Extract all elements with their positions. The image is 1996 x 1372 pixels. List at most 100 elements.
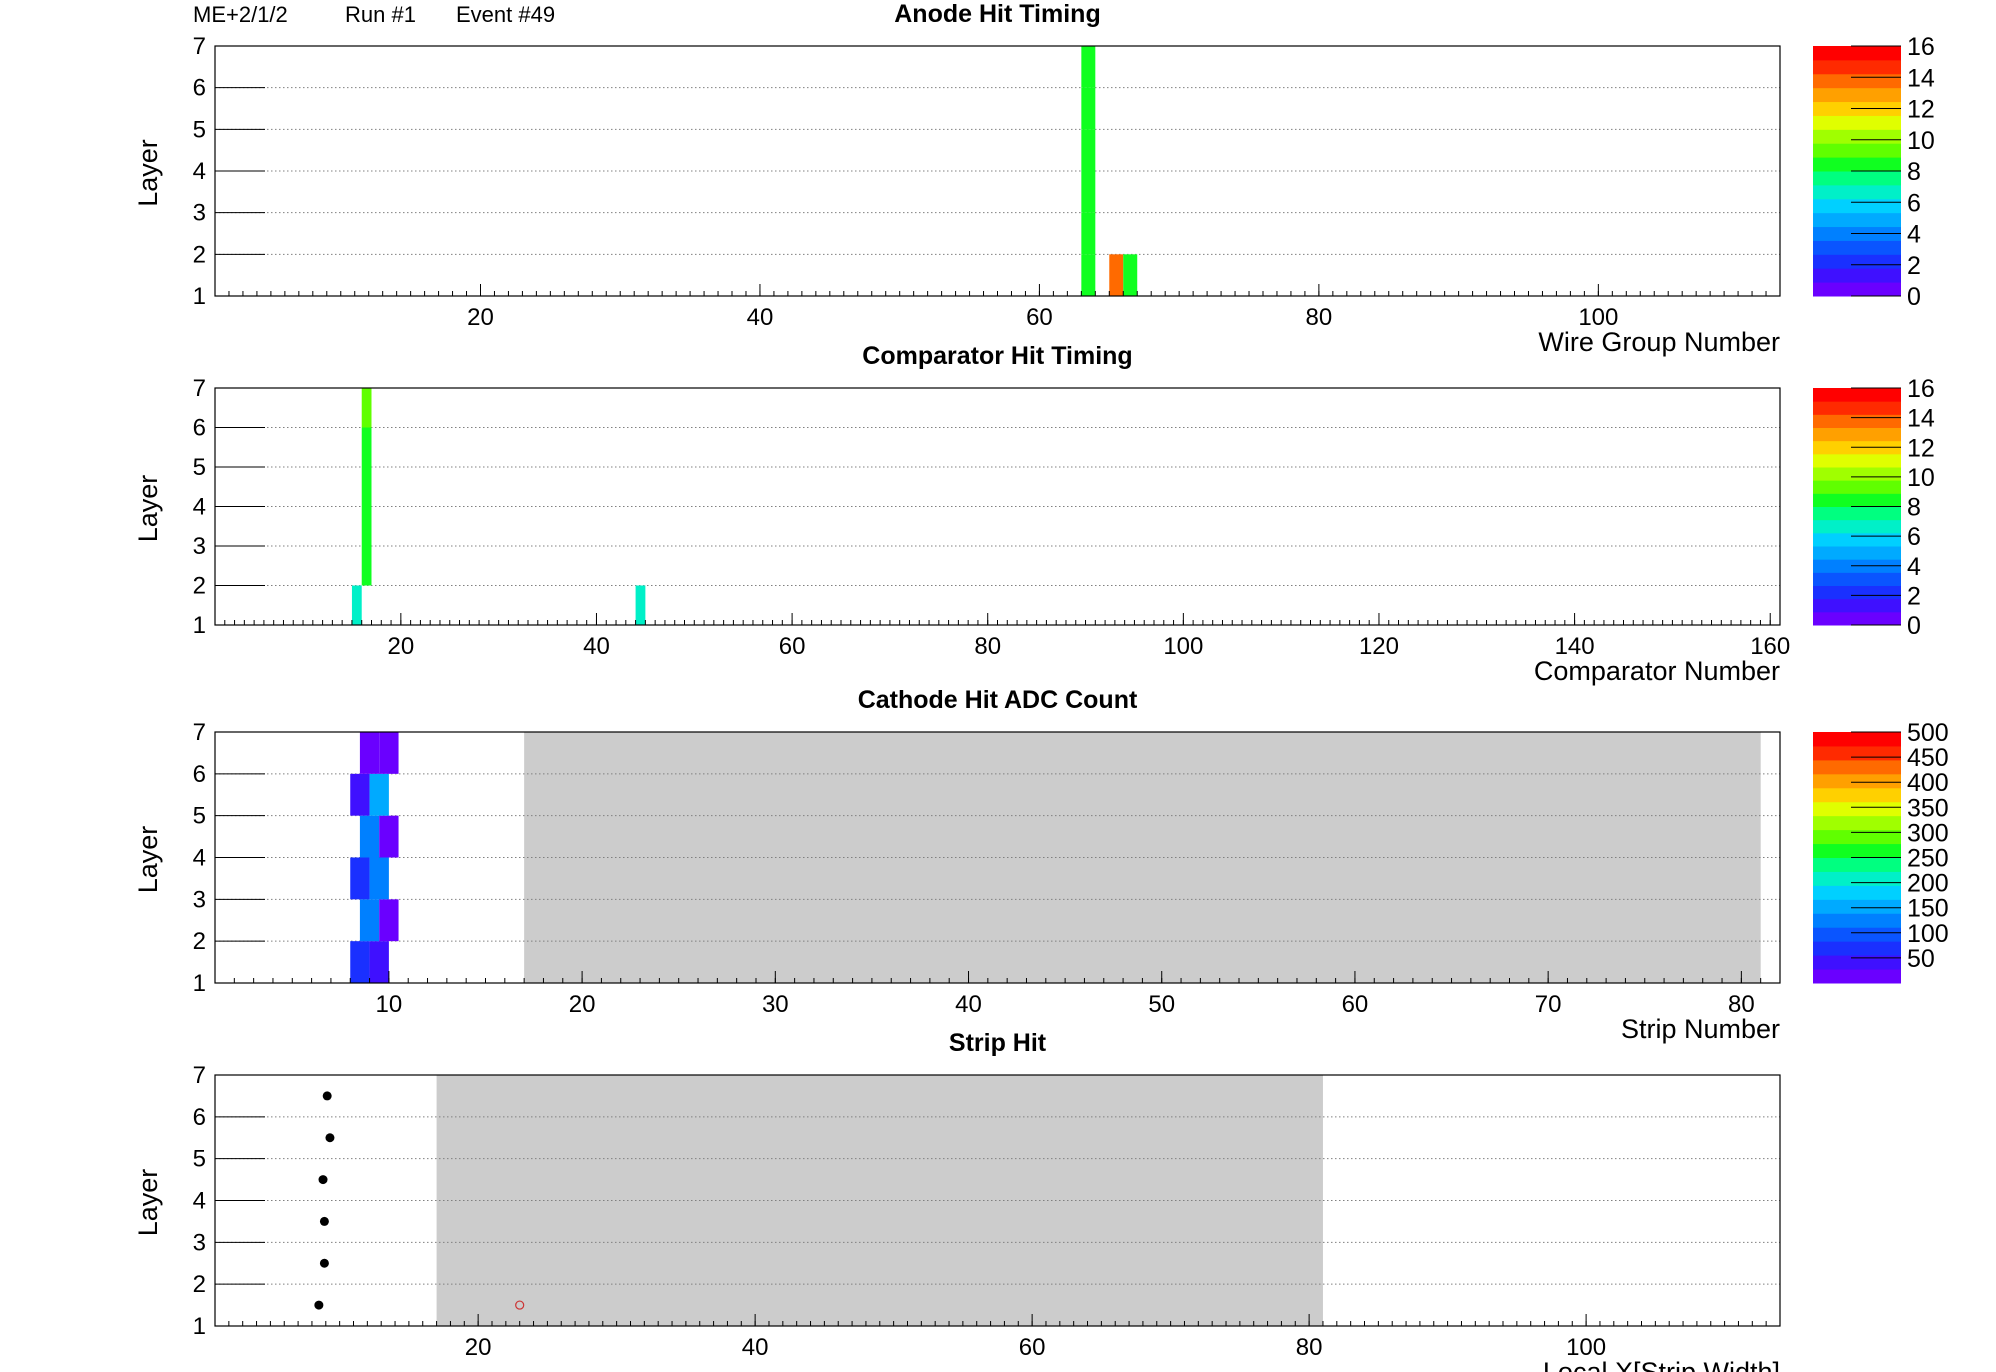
y-tick-label: 3 [193, 200, 206, 227]
x-tick-label: 80 [1728, 991, 1755, 1018]
colorbar-segment [1813, 282, 1901, 297]
colorbar-tick-label: 14 [1907, 405, 1935, 433]
colorbar-segment [1813, 611, 1901, 626]
y-tick-label: 7 [193, 375, 206, 402]
colorbar-segment [1813, 87, 1901, 103]
colorbar-tick-label: 150 [1907, 895, 1949, 923]
chart-title: Anode Hit Timing [894, 0, 1100, 28]
colorbar-segment [1813, 913, 1901, 928]
colorbar-tick-label: 100 [1907, 920, 1949, 948]
event-label: Event #49 [456, 2, 556, 27]
colorbar-segment [1813, 184, 1901, 200]
x-tick-label: 10 [376, 991, 403, 1018]
colorbar-tick-label: 8 [1907, 158, 1921, 186]
colorbar-segment [1813, 493, 1901, 507]
strip-hit-point [318, 1175, 328, 1185]
y-tick-label: 1 [193, 283, 206, 310]
colorbar-segment [1813, 857, 1901, 872]
colorbar-segment [1813, 572, 1901, 586]
colorbar-segment [1813, 829, 1901, 845]
heatmap-cell [1081, 212, 1096, 255]
x-tick-label: 40 [742, 1334, 769, 1361]
colorbar-tick-label: 12 [1907, 434, 1935, 462]
colorbar-tick-label: 2 [1907, 582, 1921, 610]
colorbar-segment [1813, 143, 1901, 158]
colorbar-segment [1813, 732, 1901, 747]
colorbar-segment [1813, 268, 1901, 283]
x-tick-label: 70 [1535, 991, 1562, 1018]
colorbar-segment [1813, 585, 1901, 600]
colorbar-segment [1813, 815, 1901, 831]
colorbar-segment [1813, 745, 1901, 761]
x-axis-label: Local X[Strip Width] [1543, 1357, 1780, 1372]
y-tick-label: 5 [193, 116, 206, 143]
colorbar-segment [1813, 801, 1901, 817]
x-tick-label: 60 [1019, 1334, 1046, 1361]
y-tick-label: 3 [193, 1229, 206, 1256]
heatmap-cell [361, 427, 372, 467]
colorbar-tick-label: 0 [1907, 612, 1921, 640]
heatmap-cell [1081, 46, 1096, 88]
x-tick-label: 20 [387, 633, 414, 660]
y-tick-label: 5 [193, 803, 206, 830]
heatmap-cell [350, 857, 370, 900]
colorbar-segment [1813, 519, 1901, 534]
x-tick-label: 20 [465, 1334, 492, 1361]
x-tick-label: 140 [1555, 633, 1595, 660]
y-tick-label: 4 [193, 845, 206, 872]
colorbar-segment [1813, 157, 1901, 172]
colorbar-tick-label: 2 [1907, 252, 1921, 280]
y-tick-label: 1 [193, 970, 206, 997]
colorbar-tick-label: 16 [1907, 33, 1935, 61]
colorbar-segment [1813, 212, 1901, 228]
x-tick-label: 100 [1566, 1334, 1606, 1361]
heatmap-cell [369, 857, 389, 900]
heatmap-cell [359, 815, 380, 858]
y-tick-label: 3 [193, 886, 206, 913]
x-axis-label: Wire Group Number [1538, 327, 1780, 357]
x-tick-label: 40 [747, 304, 774, 331]
x-tick-label: 40 [955, 991, 982, 1018]
colorbar-segment [1813, 885, 1901, 900]
heatmap-cell [379, 899, 399, 942]
x-tick-label: 100 [1163, 633, 1203, 660]
colorbar-segment [1813, 198, 1901, 214]
heatmap-cell [369, 941, 389, 983]
heatmap-cell [379, 732, 399, 774]
colorbar-tick-label: 500 [1907, 719, 1949, 747]
x-tick-label: 80 [1306, 304, 1333, 331]
x-tick-label: 80 [1296, 1334, 1323, 1361]
y-tick-label: 7 [193, 719, 206, 746]
colorbar-segment [1813, 546, 1901, 560]
y-tick-label: 7 [193, 33, 206, 60]
x-tick-label: 60 [1026, 304, 1053, 331]
heatmap-cell [361, 388, 372, 428]
y-tick-label: 4 [193, 1188, 206, 1215]
colorbar-tick-label: 0 [1907, 283, 1921, 311]
colorbar-tick-label: 12 [1907, 96, 1935, 124]
y-tick-label: 4 [193, 158, 206, 185]
strip-hit-point [319, 1216, 329, 1226]
y-tick-label: 2 [193, 1271, 206, 1298]
x-tick-label: 100 [1578, 304, 1618, 331]
colorbar-segment [1813, 532, 1901, 547]
y-tick-label: 3 [193, 533, 206, 560]
colorbar-tick-label: 4 [1907, 221, 1921, 249]
strip-hit-point [319, 1258, 329, 1268]
colorbar-segment [1813, 115, 1901, 130]
colorbar-tick-label: 50 [1907, 945, 1935, 973]
y-tick-label: 1 [193, 612, 206, 639]
y-axis-label: Layer [133, 1169, 163, 1237]
heatmap-cell [1081, 171, 1096, 213]
colorbar-segment [1813, 46, 1901, 61]
chart-title: Cathode Hit ADC Count [858, 686, 1138, 714]
y-tick-label: 6 [193, 1104, 206, 1131]
y-tick-label: 6 [193, 75, 206, 102]
colorbar-segment [1813, 401, 1901, 415]
heatmap-cell [1109, 254, 1124, 296]
y-tick-label: 6 [193, 415, 206, 442]
colorbar-segment [1813, 773, 1901, 789]
panel-3: 1 2 3 4 5 6 7 10 20 30 40 50 60 70 80 Cathode Hit ADC C… [133, 686, 1949, 1044]
